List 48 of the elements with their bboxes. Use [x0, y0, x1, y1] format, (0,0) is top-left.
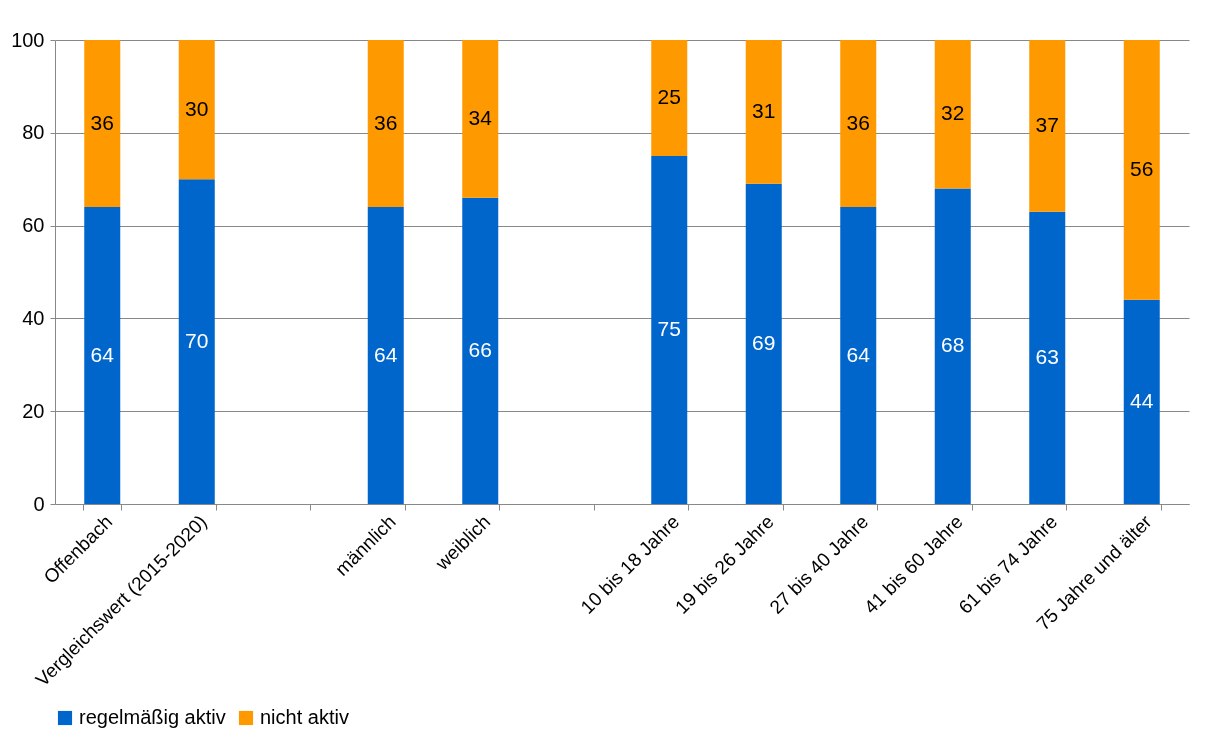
- bar: [840, 40, 877, 208]
- legend-label: nicht aktiv: [260, 706, 349, 728]
- bar: [1029, 211, 1066, 504]
- bar: [462, 40, 499, 198]
- bar: [745, 183, 782, 504]
- data-label: 34: [468, 105, 493, 129]
- data-label: 25: [657, 85, 681, 108]
- bar: [84, 40, 121, 208]
- data-label: 68: [941, 333, 965, 357]
- bar: [934, 188, 971, 504]
- legend-label: regelmäßig aktiv: [79, 706, 226, 728]
- y-tick-label: 80: [22, 121, 45, 144]
- data-label: 64: [90, 342, 115, 366]
- data-label: 36: [374, 110, 398, 134]
- bar: [178, 40, 215, 180]
- data-label: 56: [1130, 156, 1154, 180]
- data-label: 69: [752, 330, 776, 354]
- data-label: 75: [657, 317, 681, 340]
- y-tick-label: 60: [22, 214, 45, 237]
- bar: [178, 179, 215, 504]
- data-label: 44: [1130, 388, 1154, 412]
- bar: [1123, 299, 1160, 504]
- data-label: 64: [374, 342, 398, 366]
- bar: [367, 207, 404, 504]
- y-tick-label: 100: [11, 28, 45, 51]
- bar: [651, 156, 688, 504]
- bar: [840, 207, 877, 504]
- bar: [367, 40, 404, 208]
- data-label: 66: [468, 337, 492, 361]
- data-label: 63: [1035, 344, 1059, 368]
- data-label: 30: [185, 96, 209, 120]
- data-label: 31: [752, 98, 776, 122]
- bar: [84, 207, 121, 504]
- y-tick-label: 0: [33, 492, 45, 515]
- bar: [462, 197, 499, 504]
- data-label: 70: [185, 328, 209, 352]
- data-label: 32: [941, 101, 965, 125]
- data-label: 64: [846, 342, 871, 366]
- data-label: 37: [1035, 112, 1059, 136]
- data-label: 36: [846, 110, 870, 134]
- bar: [934, 40, 971, 189]
- bar: [1123, 40, 1160, 300]
- bar: [1029, 40, 1066, 212]
- bar: [745, 40, 782, 184]
- y-tick-label: 20: [22, 399, 45, 422]
- data-label: 36: [90, 110, 114, 134]
- y-tick-label: 40: [22, 306, 45, 329]
- bar: [651, 40, 688, 156]
